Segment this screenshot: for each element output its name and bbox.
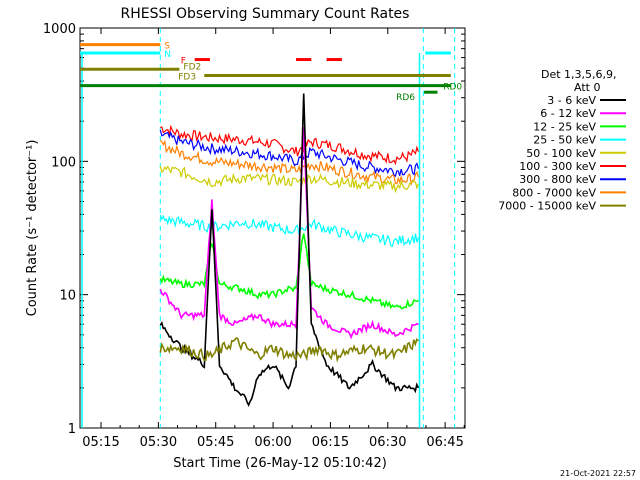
series-line-0 — [160, 124, 419, 166]
y-tick-label: 100 — [51, 155, 76, 170]
series-line-3 — [159, 165, 419, 194]
legend-entry-label: 3 - 6 keV — [547, 94, 596, 107]
x-tick-label: 05:45 — [197, 435, 234, 450]
y-axis-label: Count Rate (s⁻¹ detector⁻¹) — [25, 140, 40, 317]
legend-entry-label: 50 - 100 keV — [526, 147, 596, 160]
x-tick-label: 06:30 — [369, 435, 406, 450]
legend-entry-label: 7000 - 15000 keV — [498, 200, 596, 213]
legend-header-line: Det 1,3,5,6,9, — [541, 68, 617, 81]
series-line-8 — [159, 336, 419, 363]
flag-label-rd6: RD6 — [396, 93, 415, 103]
series-line-5 — [159, 233, 419, 310]
legend-entry-label: 6 - 12 keV — [540, 107, 596, 120]
series-line-1 — [159, 129, 419, 178]
y-tick-label: 10 — [59, 289, 76, 304]
plot-frame — [79, 27, 466, 429]
legend-entry-label: 100 - 300 keV — [519, 160, 596, 173]
x-tick-label: 05:15 — [82, 435, 119, 450]
flag-label-rd0: RD0 — [443, 83, 462, 93]
x-tick-label: 05:30 — [140, 435, 177, 450]
plot-area: 05:15 05:30 05:45 06:00 06:15 06:30 06:45 1 10 10… — [43, 22, 466, 450]
series-line-7 — [159, 93, 420, 408]
legend-header-line: Att 0 — [574, 81, 600, 94]
legend-entry-label: 800 - 7000 keV — [512, 186, 596, 199]
x-tick-label: 06:15 — [312, 435, 349, 450]
y-tick-label: 1 — [68, 422, 76, 437]
legend-entry-label: 300 - 800 keV — [519, 173, 596, 186]
x-tick-label: 06:45 — [426, 435, 463, 450]
chart-title: RHESSI Observing Summary Count Rates — [121, 6, 410, 22]
x-axis-label: Start Time (26-May-12 05:10:42) — [173, 456, 387, 471]
flag-label-s: S — [164, 42, 170, 52]
series-line-4 — [159, 214, 419, 248]
legend-entry-label: 12 - 25 keV — [533, 120, 596, 133]
flag-label-fd3: FD3 — [178, 73, 196, 83]
series-line-2 — [159, 139, 419, 187]
y-tick-label: 1000 — [43, 22, 76, 37]
flag-label-n: N — [164, 50, 171, 60]
legend-entry-label: 25 - 50 keV — [533, 134, 596, 147]
flag-label-fd2: FD2 — [183, 62, 201, 72]
flag-label-f: F — [181, 57, 186, 67]
timestamp: 21-Oct-2021 22:57 — [560, 469, 636, 478]
series-line-6 — [159, 127, 419, 340]
x-tick-label: 06:00 — [254, 435, 291, 450]
